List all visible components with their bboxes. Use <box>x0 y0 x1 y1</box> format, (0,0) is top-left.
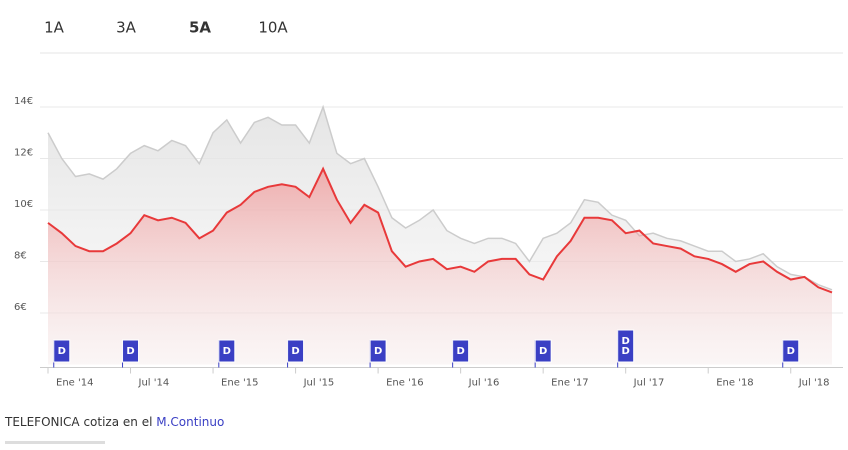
x-tick-label: Jul '16 <box>468 378 500 389</box>
footer-text: TELEFONICA cotiza en el <box>5 415 153 429</box>
dividend-flag: DD <box>617 329 635 368</box>
flag-text: D <box>374 346 382 357</box>
x-tick-label: Ene '14 <box>56 378 93 389</box>
x-tick-label: Ene '16 <box>386 378 423 389</box>
flag-box <box>534 339 552 363</box>
flag-text: D <box>622 346 630 357</box>
flag-box <box>53 339 71 363</box>
range-tab[interactable]: 1A <box>44 19 65 37</box>
range-tab[interactable]: 5A <box>189 19 211 37</box>
x-tick-label: Ene '15 <box>221 378 258 389</box>
flag-text: D <box>539 346 547 357</box>
x-tick-label: Jul '18 <box>798 378 830 389</box>
x-tick-label: Ene '17 <box>551 378 588 389</box>
flag-text: D <box>223 346 231 357</box>
flag-box <box>782 339 800 363</box>
area <box>48 168 832 365</box>
flag-text: D <box>456 346 464 357</box>
scrollbar <box>5 441 105 444</box>
y-tick-label: 12€ <box>14 148 33 159</box>
chart: 1A 3A 5A 10A 6€ 8€ 10€ 12€ 14€ Ene '14 Jul '14 Ene … <box>14 19 843 389</box>
dividend-flag: D <box>782 339 800 368</box>
dividend-flag: D <box>369 339 387 368</box>
dividend-flag: D <box>452 339 470 368</box>
y-tick-label: 6€ <box>14 302 27 313</box>
flag-text: D <box>291 346 299 357</box>
dividend-flag: D <box>287 339 305 368</box>
flag-box <box>287 339 305 363</box>
flag-text: D <box>622 336 630 347</box>
flag-text: D <box>787 346 795 357</box>
y-tick-label: 10€ <box>14 199 33 210</box>
y-tick-label: 8€ <box>14 251 27 262</box>
range-tab[interactable]: 3A <box>116 19 137 37</box>
range-tab[interactable]: 10A <box>258 19 288 37</box>
flag-box <box>617 329 635 363</box>
flag-box <box>122 339 140 363</box>
x-tick-label: Jul '17 <box>633 378 665 389</box>
footer: TELEFONICA cotiza en el M.Continuo <box>5 415 224 429</box>
dividend-flag: D <box>534 339 552 368</box>
price-line <box>47 166 833 294</box>
flag-text: D <box>58 346 66 357</box>
y-tick-label: 14€ <box>14 96 33 107</box>
dividend-flag: D <box>122 339 140 368</box>
dividend-flag: D <box>53 339 71 368</box>
flag-text: D <box>126 346 134 357</box>
dividend-flag: D <box>218 339 236 368</box>
flag-box <box>369 339 387 363</box>
flag-box <box>452 339 470 363</box>
x-tick-label: Ene '18 <box>716 378 753 389</box>
market-link[interactable]: M.Continuo <box>156 415 225 429</box>
flag-box <box>218 339 236 363</box>
x-tick-label: Jul '14 <box>138 378 170 389</box>
price-line <box>47 104 833 291</box>
x-tick-label: Jul '15 <box>303 378 335 389</box>
